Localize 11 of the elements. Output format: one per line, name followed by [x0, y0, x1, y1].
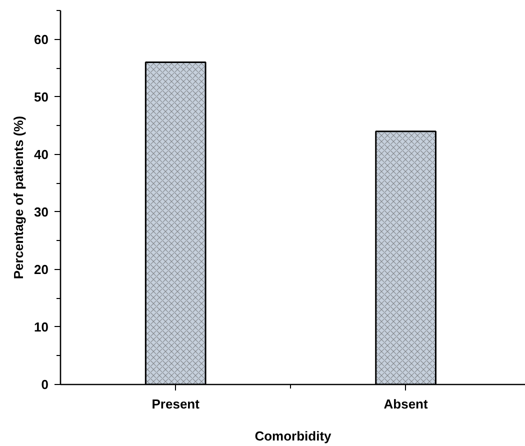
x-tick-label: Present: [152, 396, 200, 412]
y-tick-label: 0: [41, 377, 49, 392]
x-tick-label: Absent: [384, 396, 428, 412]
y-axis-title: Percentage of patients (%): [11, 116, 26, 280]
y-tick-label: 10: [34, 319, 49, 334]
y-tick-label: 50: [34, 89, 49, 104]
y-tick-label: 30: [34, 204, 49, 220]
x-axis-title: Comorbidity: [254, 428, 332, 444]
y-tick-label: 40: [34, 146, 49, 162]
y-tick-label: 20: [34, 262, 49, 277]
y-tick-label: 60: [34, 32, 49, 47]
